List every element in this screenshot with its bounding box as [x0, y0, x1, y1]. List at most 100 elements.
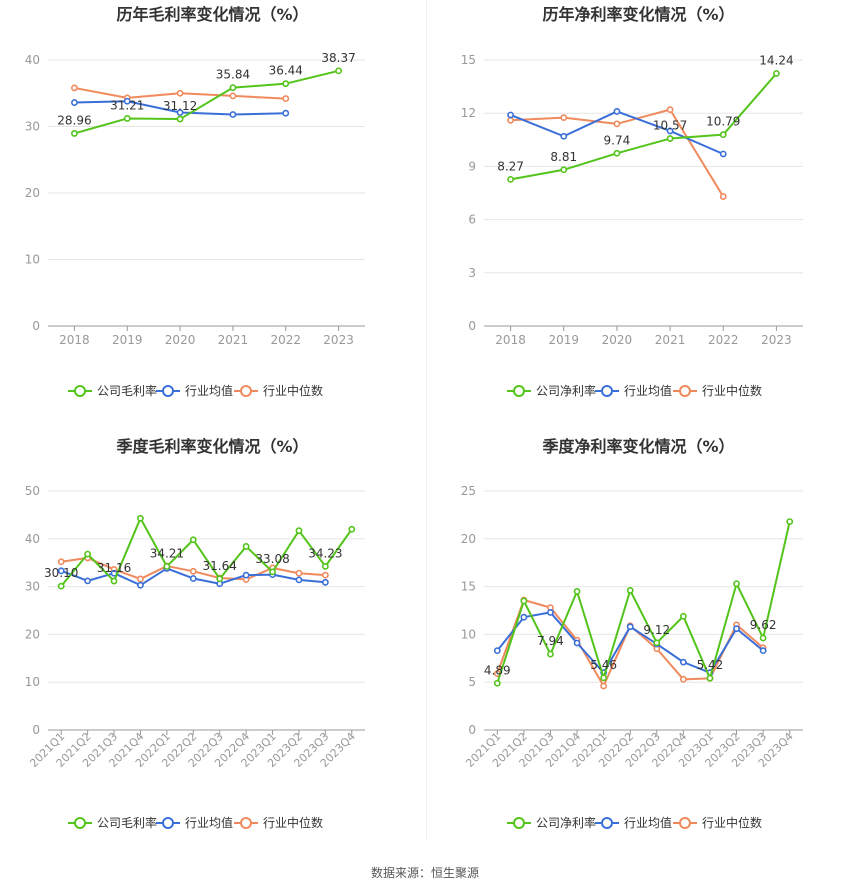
data-point[interactable] — [679, 612, 687, 620]
legend-item[interactable]: 行业中位数 — [673, 815, 762, 830]
data-point[interactable] — [216, 575, 224, 583]
data-point[interactable] — [773, 70, 780, 77]
data-point[interactable] — [348, 525, 356, 533]
legend-item[interactable]: 公司净利率 — [507, 815, 596, 830]
data-point[interactable] — [295, 527, 303, 535]
x-tick-label: 2020 — [602, 333, 633, 347]
data-point[interactable] — [507, 116, 514, 124]
data-point[interactable] — [626, 623, 634, 631]
data-point[interactable] — [719, 131, 727, 139]
data-point[interactable] — [786, 518, 794, 525]
data-point[interactable] — [57, 558, 65, 566]
legend-item[interactable]: 行业中位数 — [234, 383, 323, 398]
data-point[interactable] — [229, 111, 237, 118]
data-point[interactable] — [123, 97, 131, 105]
data-label: 14.24 — [759, 53, 793, 67]
data-point[interactable] — [189, 567, 197, 575]
legend-item[interactable]: 公司毛利率 — [68, 815, 157, 830]
data-point[interactable] — [84, 550, 92, 558]
data-point[interactable] — [719, 150, 727, 158]
data-point[interactable] — [176, 109, 184, 116]
legend-item[interactable]: 行业中位数 — [234, 815, 323, 830]
data-point[interactable] — [282, 80, 290, 88]
legend-item[interactable]: 公司毛利率 — [68, 383, 157, 398]
data-point[interactable] — [229, 84, 237, 92]
legend-item[interactable]: 行业均值 — [595, 383, 672, 398]
data-point[interactable] — [613, 149, 621, 157]
data-point[interactable] — [493, 647, 501, 655]
data-point[interactable] — [84, 577, 92, 585]
legend-item[interactable]: 行业均值 — [595, 815, 672, 830]
y-tick-label: 3 — [468, 266, 476, 280]
data-point[interactable] — [626, 587, 634, 594]
data-point[interactable] — [759, 634, 767, 642]
data-point[interactable] — [189, 536, 197, 544]
data-point[interactable] — [229, 92, 237, 100]
data-point[interactable] — [573, 587, 581, 595]
data-point[interactable] — [110, 577, 118, 585]
data-point[interactable] — [520, 613, 528, 621]
legend-item[interactable]: 公司净利率 — [507, 383, 596, 398]
legend-label: 行业均值 — [185, 383, 233, 398]
legend-label: 行业中位数 — [702, 815, 762, 830]
data-point[interactable] — [666, 106, 674, 114]
data-point[interactable] — [547, 650, 554, 658]
data-point[interactable] — [282, 109, 290, 117]
data-point[interactable] — [507, 175, 514, 183]
data-point[interactable] — [560, 132, 568, 140]
data-label: 38.37 — [321, 51, 355, 65]
data-point[interactable] — [176, 89, 184, 97]
data-point[interactable] — [600, 682, 608, 690]
data-point[interactable] — [176, 115, 184, 123]
data-point[interactable] — [719, 193, 727, 200]
data-point[interactable] — [547, 609, 554, 616]
data-point[interactable] — [493, 679, 501, 687]
data-point[interactable] — [560, 166, 568, 174]
data-point[interactable] — [71, 99, 78, 106]
data-point[interactable] — [666, 127, 674, 135]
data-point[interactable] — [679, 658, 687, 666]
chart-title: 历年毛利率变化情况（%） — [116, 5, 308, 24]
data-point[interactable] — [269, 568, 276, 576]
data-point[interactable] — [600, 674, 608, 682]
data-point[interactable] — [613, 108, 621, 115]
data-point[interactable] — [137, 514, 144, 522]
data-point[interactable] — [733, 580, 740, 588]
data-point[interactable] — [242, 571, 250, 579]
legend-marker — [240, 385, 252, 397]
data-point[interactable] — [242, 543, 250, 550]
data-point[interactable] — [706, 674, 714, 682]
data-point[interactable] — [295, 569, 303, 577]
data-point[interactable] — [679, 675, 687, 683]
data-point[interactable] — [573, 639, 581, 647]
data-point[interactable] — [321, 578, 329, 586]
legend-label: 行业均值 — [624, 383, 672, 398]
legend-item[interactable]: 行业均值 — [156, 815, 233, 830]
data-point[interactable] — [71, 84, 78, 92]
data-point[interactable] — [321, 571, 329, 579]
data-point[interactable] — [137, 581, 144, 589]
data-point[interactable] — [189, 575, 197, 582]
data-point[interactable] — [733, 625, 740, 633]
data-point[interactable] — [57, 567, 65, 575]
data-point[interactable] — [613, 120, 621, 128]
data-point[interactable] — [653, 639, 661, 647]
data-point[interactable] — [123, 115, 131, 122]
data-point[interactable] — [137, 575, 144, 583]
legend-item[interactable]: 行业中位数 — [673, 383, 762, 398]
data-point[interactable] — [666, 135, 674, 142]
data-point[interactable] — [520, 597, 528, 605]
panel-divider — [426, 0, 427, 840]
data-point[interactable] — [560, 114, 568, 122]
data-point[interactable] — [295, 576, 303, 584]
data-point[interactable] — [507, 111, 514, 119]
legend-item[interactable]: 行业均值 — [156, 383, 233, 398]
legend-label: 行业中位数 — [702, 383, 762, 398]
data-point[interactable] — [282, 95, 290, 102]
data-point[interactable] — [335, 67, 342, 75]
data-point[interactable] — [759, 647, 767, 655]
data-point[interactable] — [57, 582, 65, 590]
data-point[interactable] — [163, 563, 171, 570]
data-point[interactable] — [321, 562, 329, 570]
data-point[interactable] — [71, 130, 78, 137]
